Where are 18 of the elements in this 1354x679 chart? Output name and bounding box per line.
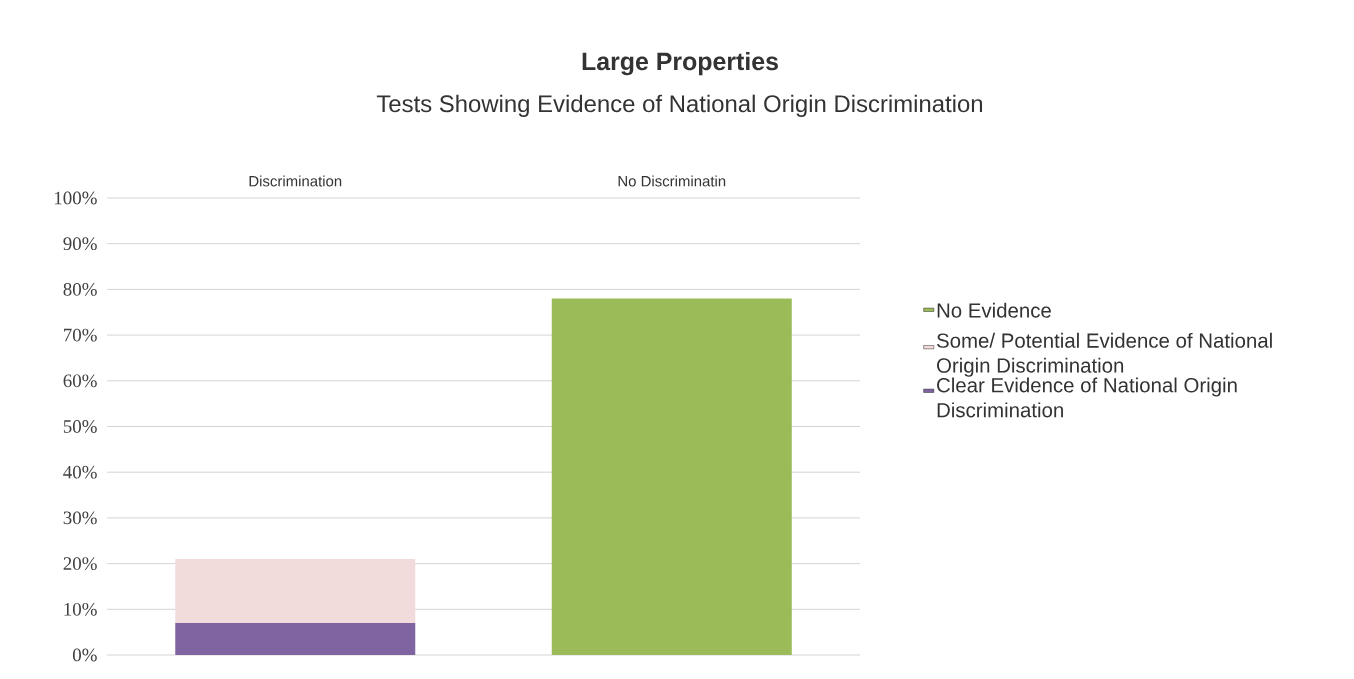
y-tick-label: 0% (72, 648, 97, 662)
legend-label: Clear Evidence of National Origin Discrimination (937, 377, 1237, 418)
y-tick-label: 60% (63, 374, 97, 388)
x-tick-label: Discrimination (249, 175, 342, 187)
y-tick-label: 40% (63, 465, 97, 479)
y-tick-label: 10% (64, 602, 97, 616)
y-tick-label: 50% (63, 420, 97, 433)
y-tick-label: 20% (63, 557, 97, 571)
legend-label: Some/ Potential Evidence of National Origin Discrimination (936, 332, 1272, 377)
chart-subtitle: Tests Showing Evidence of National Origin Discrimination (376, 94, 983, 117)
legend-label: No Evidence (937, 302, 1051, 318)
y-tick-label: 100% (54, 191, 97, 205)
y-tick-label: 70% (64, 328, 97, 342)
y-tick-label: 30% (63, 511, 97, 525)
x-tick-label: No Discriminatin (618, 175, 726, 187)
chart-title: Large Properties (582, 51, 778, 76)
y-tick-label: 90% (63, 237, 97, 251)
y-tick-label: 80% (63, 282, 97, 296)
